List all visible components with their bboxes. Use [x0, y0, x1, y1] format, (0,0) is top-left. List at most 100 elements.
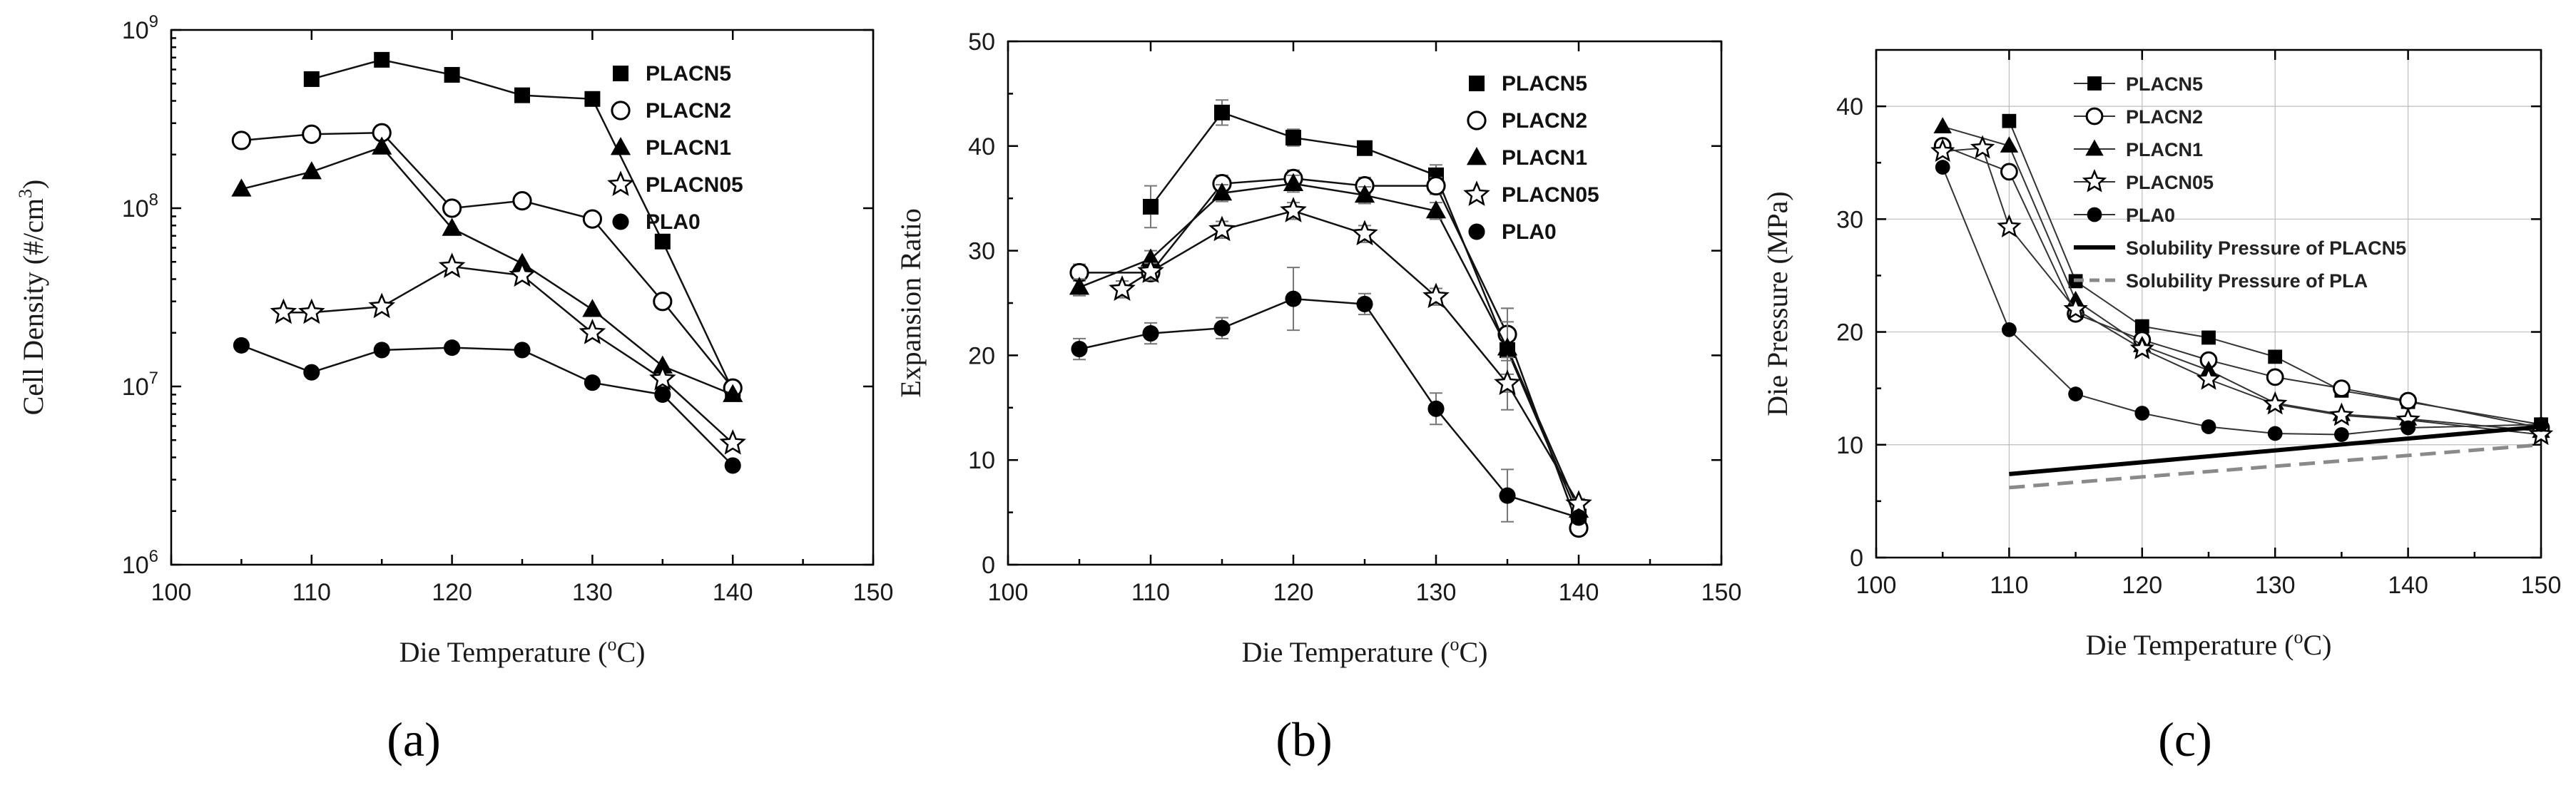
- plot-frame: [1875, 48, 2542, 559]
- series-solubility-pressure-of-pla: [2009, 443, 2542, 490]
- x-tick-label: 150: [2521, 572, 2562, 599]
- data-point: [653, 292, 673, 312]
- data-point: [1280, 197, 1307, 222]
- legend-marker: [607, 170, 634, 196]
- data-point: [303, 71, 320, 87]
- data-point: [1427, 400, 1445, 417]
- legend-marker: [1466, 147, 1487, 165]
- data-point: [514, 342, 531, 359]
- data-point: [2063, 296, 2088, 320]
- y-axis-title: Die Pressure (MPa): [1761, 191, 1793, 416]
- data-point: [719, 429, 746, 455]
- data-point: [1213, 319, 1231, 337]
- data-point: [374, 51, 390, 68]
- data-point: [1354, 184, 1375, 203]
- x-tick-label: 100: [1856, 572, 1897, 599]
- y-tick-label: 106: [122, 547, 158, 579]
- legend-label: PLA0: [646, 210, 701, 234]
- data-point: [649, 364, 676, 391]
- data-point: [652, 355, 673, 374]
- series-line: [1079, 178, 1580, 529]
- series-pla0: [1935, 160, 2549, 442]
- legend-marker: [2082, 168, 2107, 193]
- data-point: [373, 342, 390, 359]
- legend-entry: PLA0: [2074, 205, 2175, 226]
- data-point: [1997, 214, 2022, 238]
- data-point: [1499, 487, 1516, 504]
- data-point: [1497, 337, 1518, 356]
- y-axis-title: Cell Density (#/cm3): [15, 180, 49, 416]
- legend-marker: [2085, 139, 2104, 156]
- x-tick-label: 130: [2255, 572, 2296, 599]
- x-tick-label: 130: [572, 579, 613, 606]
- data-point: [2002, 322, 2017, 337]
- panel-label-c: (c): [2158, 712, 2211, 766]
- data-point: [2134, 406, 2150, 421]
- legend-entry: PLACN2: [2074, 106, 2203, 128]
- x-tick-label: 100: [988, 579, 1029, 606]
- data-point: [301, 161, 322, 180]
- series-pla0: [1071, 267, 1587, 526]
- data-point: [1970, 135, 1995, 159]
- legend-marker: [1463, 180, 1490, 206]
- data-point: [654, 386, 671, 403]
- legend-marker: [612, 213, 629, 230]
- legend-entry: PLA0: [612, 210, 701, 234]
- data-point: [444, 66, 460, 83]
- legend-label: PLA0: [2126, 205, 2175, 226]
- data-point: [1109, 275, 1136, 301]
- series-pla0: [233, 337, 741, 474]
- series-line: [1121, 210, 1580, 505]
- y-axis-title: Expansion Ratio: [895, 208, 927, 398]
- data-point: [1140, 248, 1161, 267]
- legend-marker: [613, 66, 628, 81]
- data-point: [1208, 215, 1236, 242]
- series-placn05: [270, 252, 746, 455]
- legend-marker: [2087, 76, 2102, 91]
- legend-entry: PLACN2: [611, 99, 731, 123]
- y-tick-label: 0: [982, 552, 995, 579]
- data-point: [442, 217, 462, 236]
- legend-label: PLACN2: [2126, 106, 2203, 128]
- legend-marker: [611, 101, 631, 120]
- y-tick-label: 40: [1836, 93, 1863, 120]
- data-point: [442, 198, 462, 218]
- legend-label: PLACN5: [1502, 72, 1587, 96]
- series-line: [240, 344, 734, 466]
- data-point: [368, 292, 395, 319]
- legend-entry: Solubility Pressure of PLA: [2074, 270, 2368, 292]
- x-tick-label: 100: [151, 579, 192, 606]
- data-point: [270, 298, 297, 324]
- y-tick-label: 108: [122, 190, 158, 222]
- data-point: [2134, 319, 2149, 334]
- data-point: [2196, 366, 2221, 390]
- data-point: [1143, 198, 1159, 215]
- data-point: [1137, 257, 1164, 283]
- legend-label: PLACN5: [646, 62, 731, 86]
- legend-entry: PLACN05: [1463, 180, 1599, 207]
- data-point: [233, 337, 250, 354]
- data-point: [2201, 419, 2216, 434]
- legend-label: PLA0: [1502, 220, 1557, 244]
- legend-entry: PLACN5: [2074, 73, 2203, 95]
- legend-entry: PLACN1: [2074, 139, 2203, 160]
- data-point: [724, 457, 741, 474]
- data-point: [582, 209, 603, 229]
- data-point: [438, 252, 466, 278]
- data-point: [1935, 160, 1950, 175]
- data-point: [1286, 130, 1301, 146]
- legend-entry: PLACN1: [610, 136, 731, 160]
- data-point: [584, 91, 601, 107]
- data-point: [231, 178, 252, 197]
- data-point: [298, 298, 325, 324]
- legend-marker: [2087, 207, 2102, 222]
- y-tick-label: 10: [1836, 432, 1863, 459]
- legend-entry: PLACN05: [607, 170, 743, 197]
- data-point: [514, 87, 530, 103]
- legend-entry: PLACN05: [2074, 168, 2214, 193]
- y-tick-label: 10: [968, 447, 995, 474]
- y-tick-label: 30: [1836, 206, 1863, 233]
- series-placn05: [1930, 135, 2554, 446]
- data-point: [303, 364, 320, 381]
- legend-label: PLACN05: [2126, 172, 2214, 193]
